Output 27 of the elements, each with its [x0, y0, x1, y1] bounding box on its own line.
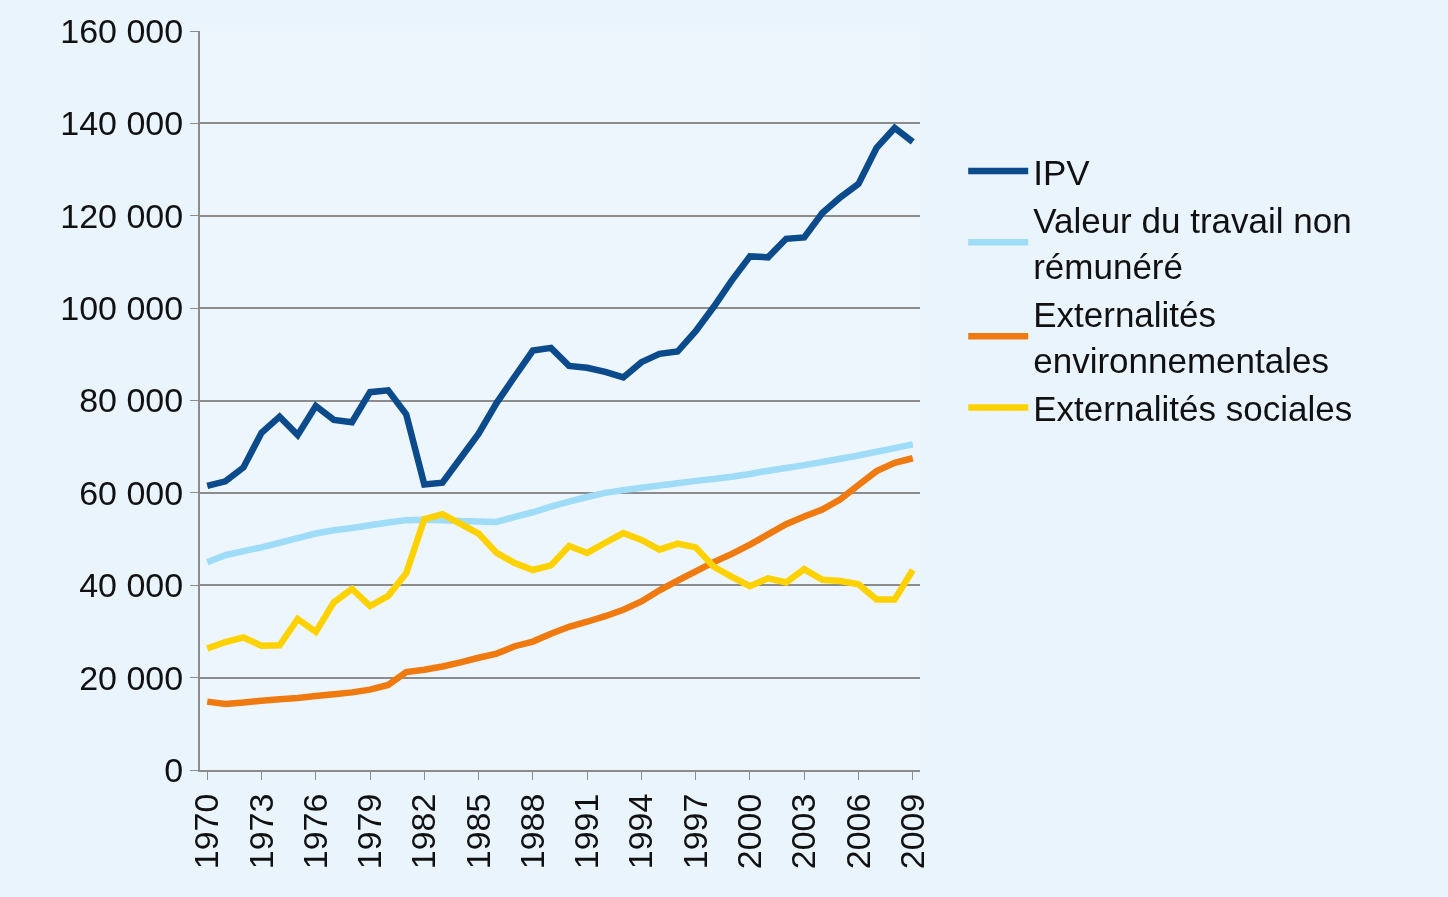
y-tick-label: 20 000 [79, 658, 184, 697]
y-tick-label: 60 000 [79, 473, 184, 512]
x-tick-label: 1973 [241, 793, 280, 870]
x-tick-label: 1991 [567, 793, 606, 870]
x-tick-label: 2009 [892, 793, 931, 870]
x-tick-label: 1994 [621, 793, 660, 870]
x-tick-label: 2000 [730, 793, 768, 870]
y-tick-label: 100 000 [60, 289, 184, 328]
y-tick-label: 160 000 [60, 11, 184, 50]
y-tick-label: 40 000 [79, 566, 184, 605]
y-tick-label: 80 000 [79, 381, 184, 420]
x-tick-label: 1970 [187, 793, 226, 870]
legend-label: IPV [1033, 152, 1091, 192]
x-tick-label: 2003 [784, 793, 823, 870]
x-tick-label: 1997 [675, 793, 714, 870]
x-tick-label: 1985 [458, 793, 497, 870]
x-tick-label: 1982 [404, 793, 443, 870]
y-tick-label: 0 [164, 750, 184, 789]
y-tick-label: 120 000 [60, 196, 184, 235]
y-tick-label: 140 000 [60, 104, 184, 143]
legend-label: Externalités environnementales [1033, 295, 1329, 380]
x-tick-label: 1988 [512, 793, 551, 870]
x-tick-label: 1979 [350, 793, 389, 870]
x-tick-label: 2006 [838, 793, 877, 870]
legend-label: Externalités sociales [1033, 389, 1353, 429]
legend-label: Valeur du travail non rémunéré [1033, 201, 1352, 286]
x-tick-label: 1976 [295, 793, 334, 870]
